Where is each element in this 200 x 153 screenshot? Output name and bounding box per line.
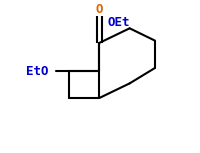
Text: O: O: [95, 4, 103, 16]
Text: EtO: EtO: [26, 65, 48, 78]
Text: OEt: OEt: [107, 16, 129, 29]
